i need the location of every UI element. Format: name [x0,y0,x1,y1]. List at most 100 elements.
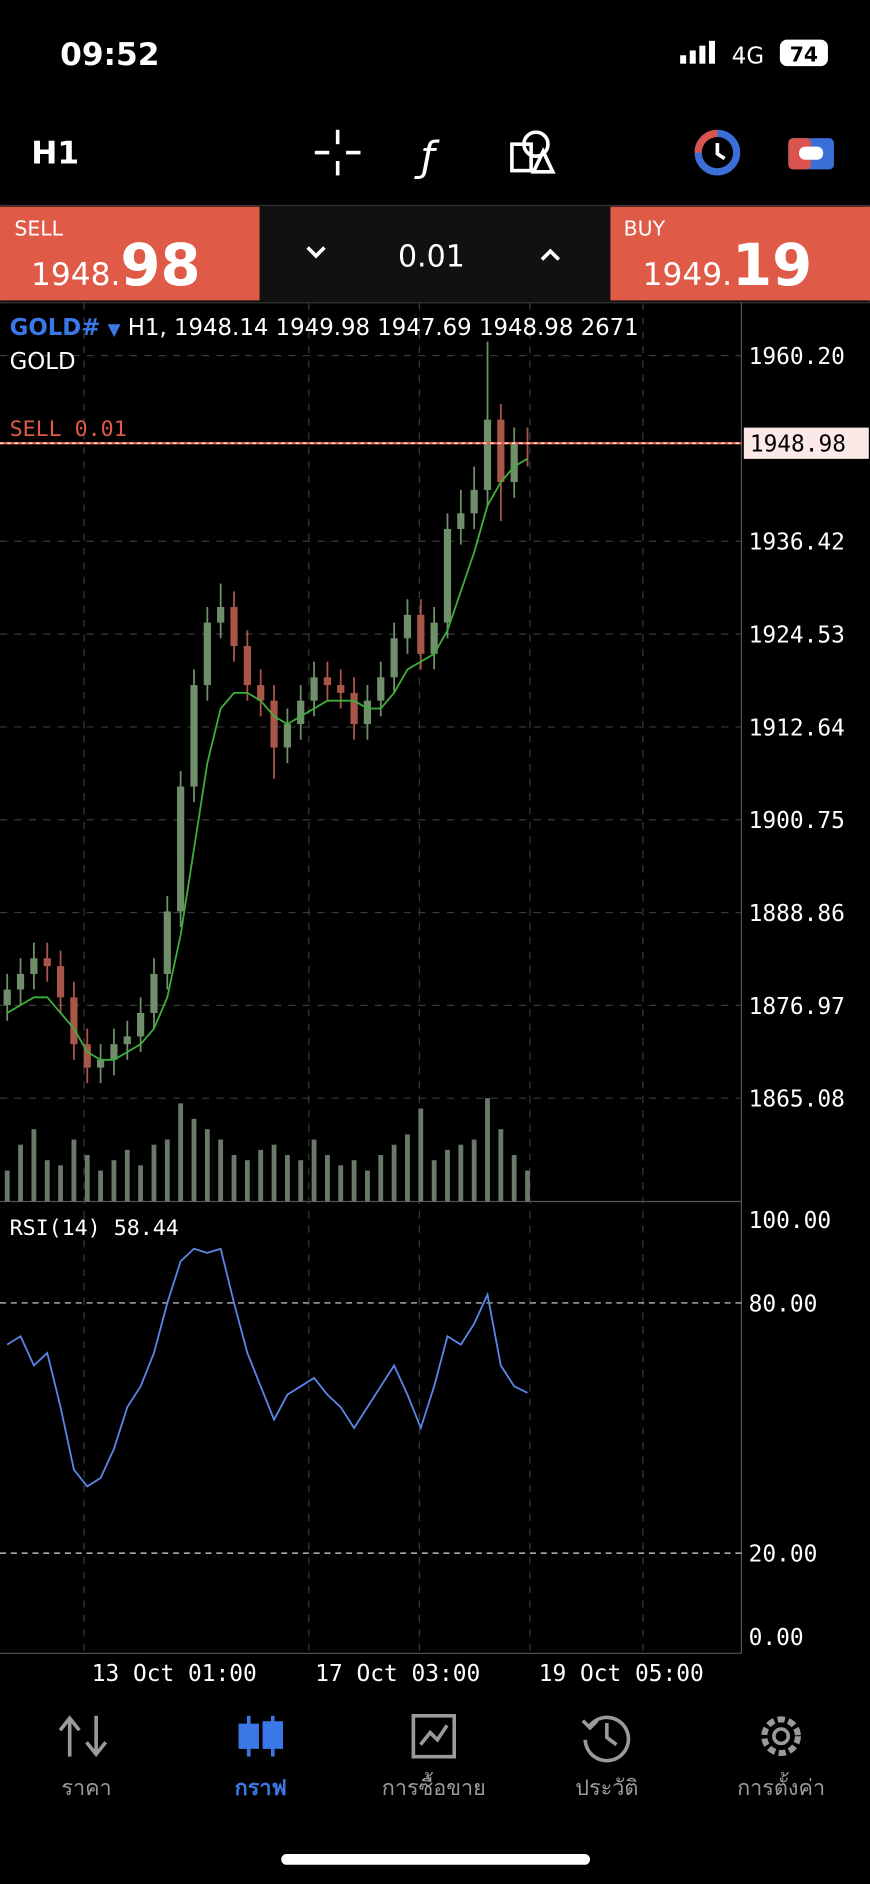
volume-bar [231,1155,237,1202]
candle-body [510,443,518,483]
buy-label: BUY [624,217,666,241]
y-tick-label: 1876.97 [749,994,845,1020]
nav-icon [761,1716,801,1757]
candle-body [217,607,225,623]
volume-down-button[interactable] [306,246,326,259]
candle-body [177,786,185,912]
y-tick-label: 1912.64 [749,715,845,741]
volume-bar [84,1155,90,1202]
timeframe-button[interactable]: H1 [31,135,79,171]
nav-icon [581,1715,631,1763]
nav-icon [411,1713,457,1759]
volume-bar [191,1118,197,1202]
volume-bar [271,1144,277,1202]
candle-body [470,489,478,514]
trade-signals-button[interactable] [694,129,741,176]
volume-bar [31,1129,37,1202]
rsi-tick-label: 0.00 [749,1625,804,1651]
price-tag [743,427,869,459]
candle-body [297,700,305,725]
nav-icon [58,1715,108,1758]
nav-item[interactable]: ราคา [58,1715,112,1801]
candle-body [483,419,492,490]
volume-bar [138,1165,144,1202]
candle-body [16,973,25,990]
candle-body [363,700,372,725]
volume-bar [284,1155,290,1202]
order-label: SELL 0.01 [10,417,127,442]
chart-info: GOLD# ▼ H1, 1948.14 1949.98 1947.69 1948.9… [10,315,639,341]
volume-bar [124,1149,130,1202]
nav-item[interactable]: การตั้งค่า [737,1716,825,1801]
volume-bar [365,1170,370,1202]
volume-bar [298,1160,304,1202]
volume-bar [338,1165,344,1202]
volume-bar [325,1155,330,1202]
battery-icon [779,39,828,67]
buy-price: 1949.19 [643,231,813,299]
volume-bar [18,1144,23,1202]
x-tick-label: 17 Oct 03:00 [315,1661,480,1687]
volume-bar [111,1160,117,1202]
volume-bar [258,1149,264,1202]
candle-body [110,1044,118,1060]
volume-bar [445,1149,450,1202]
nav-label: กราฟ [235,1776,287,1801]
candle-body [430,622,438,654]
candle-body [230,607,238,647]
volume-up-button[interactable] [540,248,561,261]
volume-bar [244,1160,250,1202]
volume-bar [4,1170,10,1202]
candle-body [203,622,211,686]
candle-body [403,614,412,639]
home-indicator [281,1853,591,1865]
sell-button[interactable] [0,206,260,301]
nav-item[interactable]: ประวัติ [575,1715,638,1801]
volume-bar [498,1129,504,1202]
volume: 0.01 [398,240,465,275]
nav-item[interactable]: การซื้อขาย [382,1713,486,1801]
candle-body [270,700,278,748]
symbol-name: GOLD [10,349,76,375]
candle-body [3,989,11,1006]
x-tick-label: 13 Oct 01:00 [92,1661,257,1687]
nav-label: การตั้งค่า [737,1772,825,1801]
candle-body [243,646,251,686]
candle-body [310,677,318,701]
sell-price-big: 98 [120,231,200,299]
rsi-tick-label: 100.00 [749,1208,831,1234]
objects-button[interactable] [510,130,556,174]
nav-item[interactable]: กราฟ [235,1715,287,1801]
candle-body [190,685,198,787]
ohlc-info: H1, 1948.14 1949.98 1947.69 1948.98 2671 [128,315,639,341]
candle-body [96,1059,105,1068]
candle-body [123,1036,131,1045]
candle-body [83,1044,91,1068]
buy-price-big: 19 [732,231,812,299]
volume-bar [471,1139,477,1202]
candle-body [43,958,51,967]
candle-body [163,911,171,974]
volume-bar [164,1139,170,1202]
volume-bar [151,1144,157,1202]
sell-price: 1948.98 [31,231,201,299]
y-tick-label: 1900.75 [749,808,845,834]
nav-label: การซื้อขาย [382,1772,486,1801]
chart-layer: 1960.20 1936.42 1924.53 1912.64 1900.75 1888.… [0,302,869,1687]
y-tick-label: 1888.86 [749,901,845,927]
buy-button[interactable] [610,206,870,301]
candle-body [457,513,465,529]
y-tick-label: 1865.08 [749,1087,845,1113]
candle-body [337,685,345,693]
nav-icon-center [772,1727,791,1746]
one-click-button[interactable] [788,138,834,170]
volume-bar [44,1160,50,1202]
crosshair-button[interactable] [314,129,361,176]
candle-body [443,528,452,623]
rsi-label: RSI(14) 58.44 [10,1216,179,1241]
y-tick-label: 1960.20 [749,344,845,370]
volume-bar [378,1155,384,1202]
volume-bar [71,1139,77,1202]
